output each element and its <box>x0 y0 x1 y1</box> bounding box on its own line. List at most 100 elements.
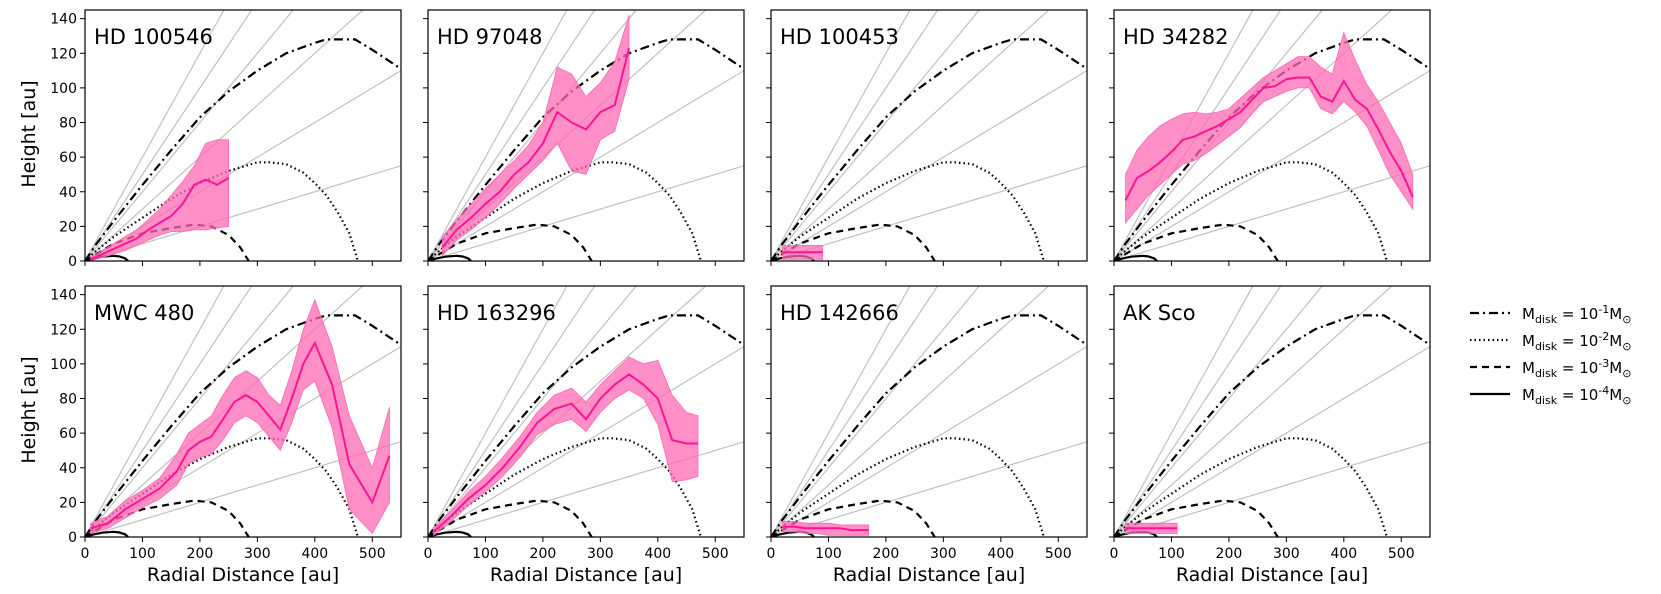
y-tick-label: 80 <box>59 392 77 408</box>
measurement-line <box>433 373 698 533</box>
model-curve-solid <box>428 254 472 261</box>
model-curve-dotted <box>1114 437 1388 537</box>
model-curve-dashed <box>428 223 593 261</box>
legend-label: Mdisk = 10-1M⊙ <box>1522 303 1631 326</box>
y-tick-label: 60 <box>59 426 77 442</box>
x-tick-label: 400 <box>301 546 328 562</box>
reference-line <box>1114 10 1324 261</box>
panel-frame <box>770 285 1088 538</box>
reference-line <box>1114 286 1254 537</box>
x-tick-label: 500 <box>359 546 386 562</box>
panel-frame <box>84 9 402 262</box>
y-tick-label: 120 <box>50 46 77 62</box>
panel-hd-142666: 0 100 200 300 400 500 Radial Distance [au] HD 1… <box>766 285 1088 586</box>
panel-frame <box>427 9 745 262</box>
measurement-line <box>90 177 230 261</box>
model-curve-dash-dot <box>85 38 401 261</box>
model-curve-dotted <box>771 437 1045 537</box>
x-tick-label: 500 <box>702 546 729 562</box>
x-tick-label: 100 <box>815 546 842 562</box>
y-tick-label: 60 <box>59 150 77 166</box>
y-tick-label: 140 <box>50 12 77 28</box>
legend-item: Mdisk = 10-2M⊙ <box>1470 330 1631 353</box>
plot-area <box>85 286 401 537</box>
reference-line <box>1114 10 1393 261</box>
panel-frame <box>427 285 745 538</box>
y-tick-label: 0 <box>68 254 77 270</box>
x-tick-label: 400 <box>1330 546 1357 562</box>
reference-line <box>771 10 1050 261</box>
plot-area <box>428 10 744 261</box>
x-axis-label: Radial Distance [au] <box>147 564 339 586</box>
reference-line <box>428 10 568 261</box>
model-curve-solid <box>428 530 472 537</box>
x-tick-label: 300 <box>1273 546 1300 562</box>
y-tick-label: 20 <box>59 219 77 235</box>
reference-line <box>85 286 253 537</box>
measurement-line <box>90 340 391 530</box>
y-tick-label: 100 <box>50 357 77 373</box>
panel-title: HD 100453 <box>780 25 899 49</box>
x-tick-label: 400 <box>987 546 1014 562</box>
measurement-line <box>782 525 869 532</box>
reference-line <box>85 10 364 261</box>
panel-title: HD 163296 <box>437 301 556 325</box>
x-tick-label: 200 <box>187 546 214 562</box>
reference-line <box>771 165 1087 261</box>
panel-frame <box>1113 285 1431 538</box>
y-tick-label: 100 <box>50 81 77 97</box>
reference-line <box>85 286 295 537</box>
y-tick-label: 0 <box>68 530 77 546</box>
uncertainty-band <box>442 15 630 257</box>
uncertainty-band <box>1125 31 1414 225</box>
uncertainty-band <box>433 356 699 537</box>
model-curve-dash-dot <box>771 38 1087 261</box>
reference-line <box>771 286 911 537</box>
panel-title: HD 97048 <box>437 25 542 49</box>
x-axis-label: Radial Distance [au] <box>1176 564 1368 586</box>
x-tick-label: 500 <box>1388 546 1415 562</box>
plot-area <box>1114 286 1430 537</box>
uncertainty-band <box>90 139 229 261</box>
plot-area <box>771 10 1087 261</box>
model-curve-dash-dot <box>85 314 401 537</box>
plot-area <box>1114 10 1430 261</box>
x-tick-label: 300 <box>587 546 614 562</box>
y-tick-label: 20 <box>59 495 77 511</box>
x-tick-label: 100 <box>1158 546 1185 562</box>
x-tick-label: 100 <box>129 546 156 562</box>
x-tick-label: 400 <box>644 546 671 562</box>
uncertainty-band <box>90 298 390 535</box>
y-axis-label-bottom: Height [au] <box>18 356 40 463</box>
model-curve-dashed <box>771 223 936 261</box>
model-curve-dotted <box>771 161 1045 261</box>
reference-line <box>428 286 638 537</box>
model-curve-dotted <box>1114 161 1388 261</box>
panel-ak-sco: 0 100 200 300 400 500 Radial Distance [au] AK S… <box>1109 285 1431 586</box>
legend-item: Mdisk = 10-4M⊙ <box>1470 384 1631 407</box>
panel-hd-34282: HD 34282 <box>1109 9 1431 266</box>
panel-hd-163296: 0 100 200 300 400 500 Radial Distance [au] HD 1… <box>423 285 745 586</box>
measurement-line <box>441 47 631 248</box>
reference-line <box>771 286 939 537</box>
x-tick-label: 100 <box>472 546 499 562</box>
x-axis-label: Radial Distance [au] <box>833 564 1025 586</box>
model-curve-dashed <box>428 499 593 537</box>
model-curve-dashed <box>1114 223 1279 261</box>
measurement-line <box>1124 76 1414 201</box>
reference-line <box>428 286 596 537</box>
x-tick-label: 300 <box>930 546 957 562</box>
panel-title: MWC 480 <box>94 301 194 325</box>
x-tick-label: 200 <box>530 546 557 562</box>
panel-hd-100546: 0 20 40 60 80 100 120 140 HD 100546 <box>50 9 402 270</box>
y-tick-label: 120 <box>50 322 77 338</box>
panel-title: HD 100546 <box>94 25 213 49</box>
x-axis-label: Radial Distance [au] <box>490 564 682 586</box>
model-curve-solid <box>1114 254 1158 261</box>
model-curve-dash-dot <box>771 314 1087 537</box>
reference-line <box>428 10 596 261</box>
panel-hd-97048: HD 97048 <box>423 9 745 266</box>
y-tick-label: 80 <box>59 116 77 132</box>
panel-frame <box>770 9 1088 262</box>
reference-line <box>428 165 744 261</box>
